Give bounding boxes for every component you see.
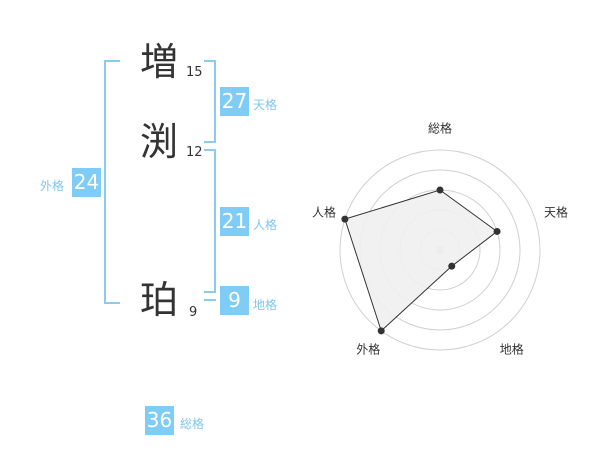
stroke-count-3: 9 — [189, 305, 198, 320]
name-char-1: 増 — [140, 40, 179, 84]
chikaku-connector — [204, 299, 216, 301]
radar-area — [344, 189, 498, 332]
radar-axis-label: 地格 — [499, 342, 524, 357]
radar-point — [448, 262, 456, 270]
stroke-count-1: 15 — [186, 65, 203, 80]
gaikaku-value: 24 — [72, 168, 101, 197]
radar-point — [377, 327, 385, 335]
soukaku-label: 総格 — [180, 417, 205, 431]
gaikaku-label: 外格 — [40, 179, 65, 193]
radar-point — [341, 215, 349, 223]
radar-axis-label: 天格 — [544, 205, 569, 220]
jinkaku-bracket — [204, 149, 216, 293]
tenkaku-bracket — [204, 60, 216, 143]
tenkaku-label: 天格 — [253, 98, 278, 112]
stroke-count-2: 12 — [186, 145, 203, 160]
tenkaku-value: 27 — [220, 87, 249, 116]
radar-axis-label: 総格 — [427, 121, 453, 136]
gaikaku-bracket — [104, 60, 120, 304]
name-char-3: 珀 — [140, 278, 179, 322]
chikaku-label: 地格 — [253, 298, 278, 312]
radar-point — [493, 227, 501, 235]
radar-axis-label: 外格 — [356, 342, 381, 357]
soukaku-value: 36 — [145, 406, 174, 435]
radar-grid-ring — [339, 149, 541, 351]
radar-axis-label: 人格 — [311, 205, 336, 220]
jinkaku-label: 人格 — [253, 218, 278, 232]
radar-point — [436, 186, 444, 194]
jinkaku-value: 21 — [220, 207, 249, 236]
name-char-2: 渕 — [140, 120, 179, 164]
chikaku-value: 9 — [220, 286, 249, 315]
